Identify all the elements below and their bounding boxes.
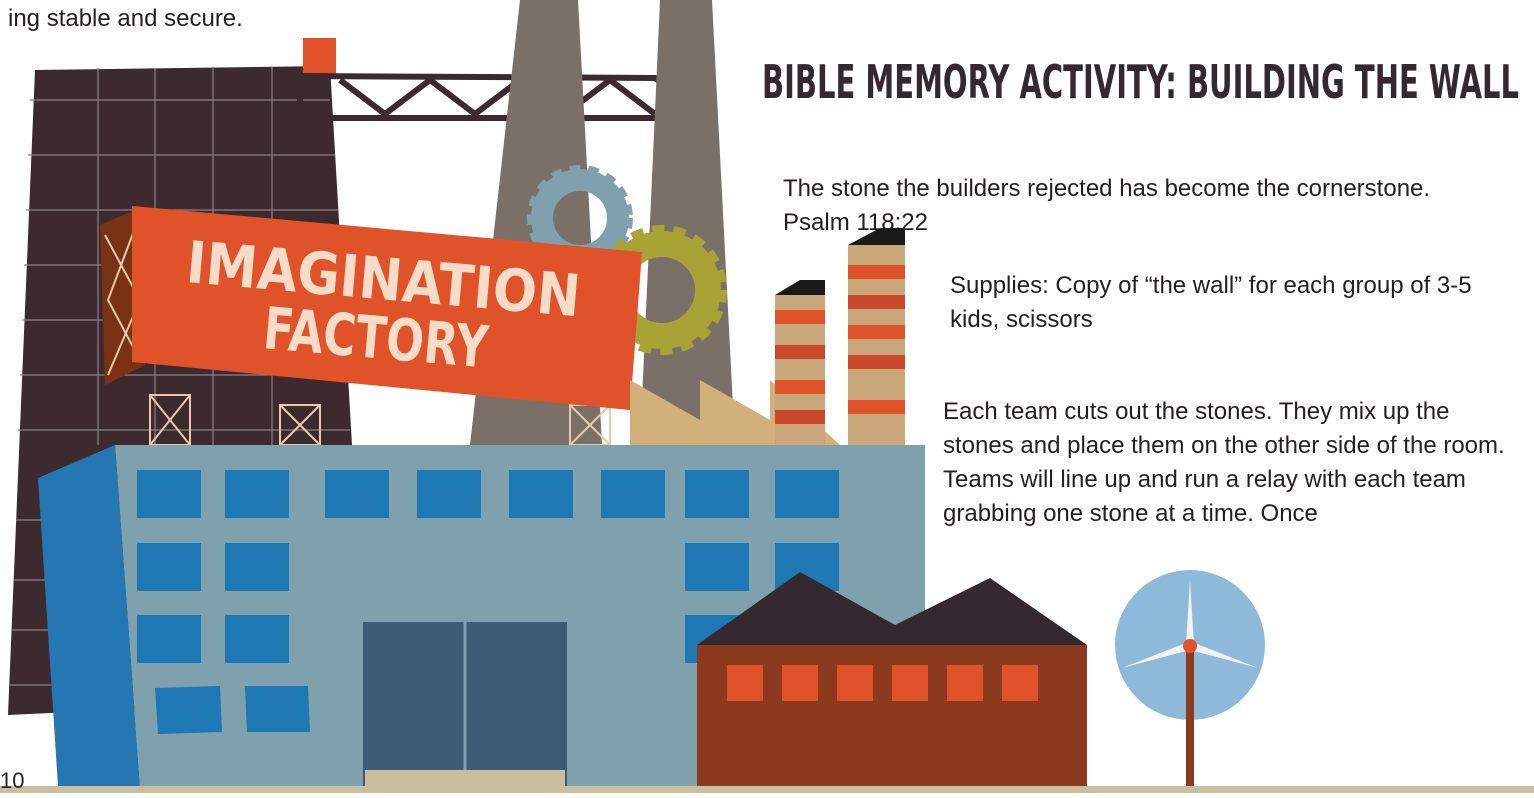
striped-chimney: [775, 228, 905, 445]
turbine-hub: [1183, 639, 1197, 653]
chimney: [640, 0, 735, 445]
carryover-text: ing stable and secure.: [8, 2, 243, 36]
verse: The stone the builders rejected has beco…: [783, 172, 1503, 240]
turbine-pole: [1186, 645, 1194, 786]
heading: BIBLE MEMORY ACTIVITY: BUILDING THE WALL: [762, 55, 1519, 109]
crane: [300, 76, 705, 118]
page: IMAGINATION FACTORY: [0, 0, 1534, 793]
step: [365, 770, 565, 786]
supplies: Supplies: Copy of “the wall” for each gr…: [950, 269, 1490, 337]
crane-block: [303, 38, 336, 75]
ground: [0, 786, 1534, 793]
instructions: Each team cuts out the stones. They mix …: [943, 395, 1513, 531]
